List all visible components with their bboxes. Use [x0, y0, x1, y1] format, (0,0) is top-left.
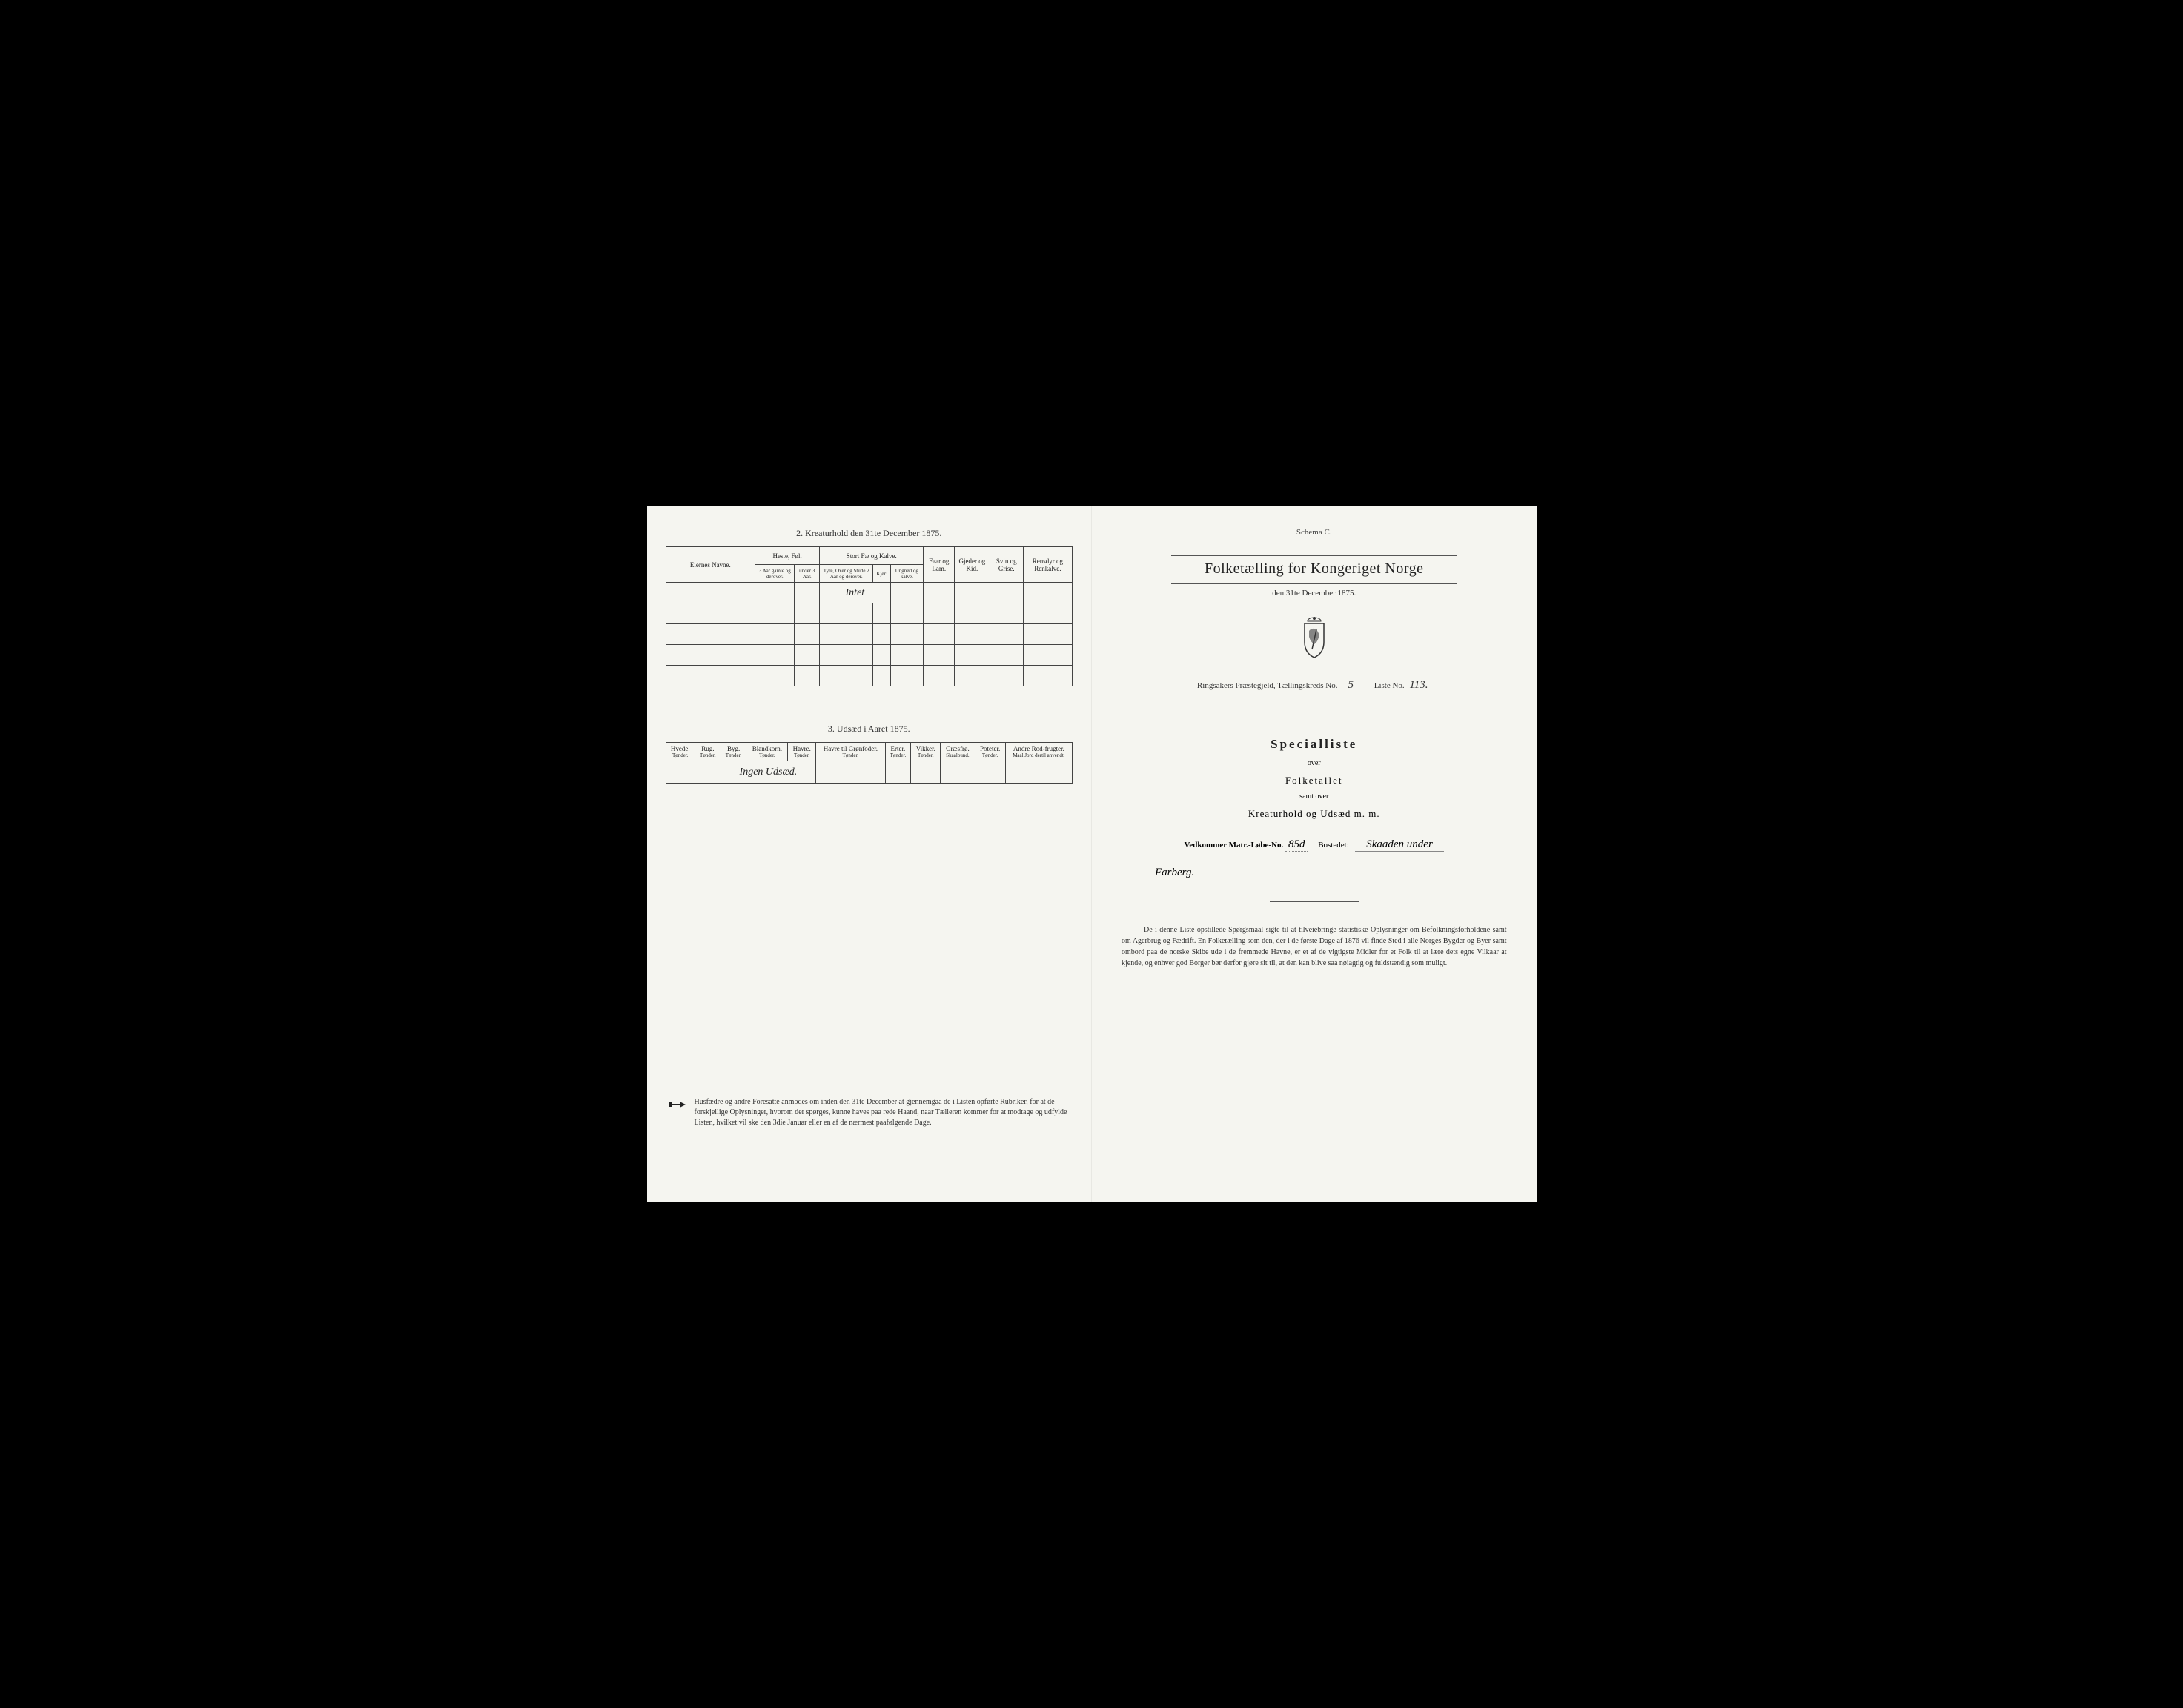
col-storfe-b: Kjør.	[873, 565, 890, 583]
table-row: Intet	[666, 583, 1073, 603]
bostedet-handwritten: Skaaden under	[1355, 838, 1444, 852]
body-paragraph: De i denne Liste opstillede Spørgsmaal s…	[1110, 924, 1518, 969]
table-row	[666, 624, 1073, 645]
handwritten-udsaed: Ingen Udsæd.	[721, 761, 815, 784]
document-spread: 2. Kreaturhold den 31te December 1875. E…	[647, 506, 1537, 1202]
table-row	[666, 603, 1073, 624]
right-page: Schema C. Folketælling for Kongeriget No…	[1092, 506, 1537, 1202]
t3c1: Rug.Tønder.	[695, 743, 721, 761]
over-label: over	[1110, 759, 1518, 767]
bostedet-continuation: Farberg.	[1110, 867, 1518, 879]
divider	[1270, 901, 1359, 902]
col-svin: Svin og Grise.	[990, 547, 1023, 583]
liste-no-handwritten: 113.	[1406, 679, 1431, 692]
t3c9: Poteter.Tønder.	[975, 743, 1005, 761]
t3c6: Erter.Tønder.	[885, 743, 911, 761]
section3-title: 3. Udsæd i Aaret 1875.	[666, 724, 1073, 735]
col-rensdyr: Rensdyr og Renkalve.	[1023, 547, 1072, 583]
table-row: Ingen Udsæd.	[666, 761, 1073, 784]
t3c2: Byg.Tønder.	[721, 743, 746, 761]
footer-note: Husfædre og andre Foresatte anmodes om i…	[669, 1097, 1070, 1128]
col-heste-b: under 3 Aar.	[795, 565, 820, 583]
col-group-heste: Heste, Føl.	[755, 547, 820, 565]
kreaturhold-table: Eiernes Navne. Heste, Føl. Stort Fæ og K…	[666, 546, 1073, 686]
col-eier: Eiernes Navne.	[666, 547, 755, 583]
col-group-storfe: Stort Fæ og Kalve.	[820, 547, 924, 565]
footer-text: Husfædre og andre Foresatte anmodes om i…	[695, 1097, 1070, 1128]
vedkommer-line: Vedkommer Matr.-Løbe-No. 85d Bostedet: S…	[1110, 838, 1518, 852]
rule-bottom	[1171, 583, 1457, 584]
vedkommer-label: Vedkommer Matr.-Løbe-No.	[1184, 841, 1283, 850]
table-row	[666, 645, 1073, 666]
t3c7: Vikker.Tønder.	[911, 743, 941, 761]
udsaed-table: Hvede.Tønder. Rug.Tønder. Byg.Tønder. Bl…	[666, 742, 1073, 784]
t3c10: Andre Rod-frugter.Maal Jord dertil anven…	[1005, 743, 1072, 761]
matr-no-handwritten: 85d	[1285, 838, 1308, 852]
col-storfe-c: Ungnød og kalve.	[890, 565, 924, 583]
t3c0: Hvede.Tønder.	[666, 743, 695, 761]
t3c4: Havre.Tønder.	[788, 743, 816, 761]
specialliste-heading: Specialliste	[1110, 737, 1518, 752]
kreaturhold-label: Kreaturhold og Udsæd m. m.	[1110, 808, 1518, 820]
bostedet-label: Bostedet:	[1318, 841, 1349, 850]
table-row	[666, 666, 1073, 686]
col-faar: Faar og Lam.	[924, 547, 955, 583]
col-gjeder: Gjeder og Kid.	[955, 547, 990, 583]
coat-of-arms-icon	[1110, 616, 1518, 661]
section2-title: 2. Kreaturhold den 31te December 1875.	[666, 528, 1073, 539]
table3-header-row: Hvede.Tønder. Rug.Tønder. Byg.Tønder. Bl…	[666, 743, 1073, 761]
kreds-no-handwritten: 5	[1339, 679, 1362, 692]
t3c3: Blandkorn.Tønder.	[746, 743, 788, 761]
registration-line: Ringsakers Præstegjeld, Tællingskreds No…	[1110, 679, 1518, 692]
col-storfe-a: Tyre, Oxer og Stude 2 Aar og derover.	[820, 565, 873, 583]
rule-top	[1171, 555, 1457, 556]
col-heste-a: 3 Aar gamle og derover.	[755, 565, 795, 583]
t3c5: Havre til Grønfoder.Tønder.	[816, 743, 885, 761]
main-title: Folketælling for Kongeriget Norge	[1110, 560, 1518, 577]
t3c8: Græsfrø.Skaalpund.	[941, 743, 975, 761]
pointing-hand-icon	[669, 1099, 687, 1128]
liste-label: Liste No.	[1374, 681, 1405, 690]
handwritten-intet: Intet	[820, 583, 890, 603]
left-page: 2. Kreaturhold den 31te December 1875. E…	[647, 506, 1093, 1202]
schema-label: Schema C.	[1110, 528, 1518, 537]
folketallet-label: Folketallet	[1110, 775, 1518, 787]
subtitle-date: den 31te December 1875.	[1110, 589, 1518, 598]
samt-over-label: samt over	[1110, 792, 1518, 801]
reg-prefix: Ringsakers Præstegjeld, Tællingskreds No…	[1197, 681, 1338, 690]
